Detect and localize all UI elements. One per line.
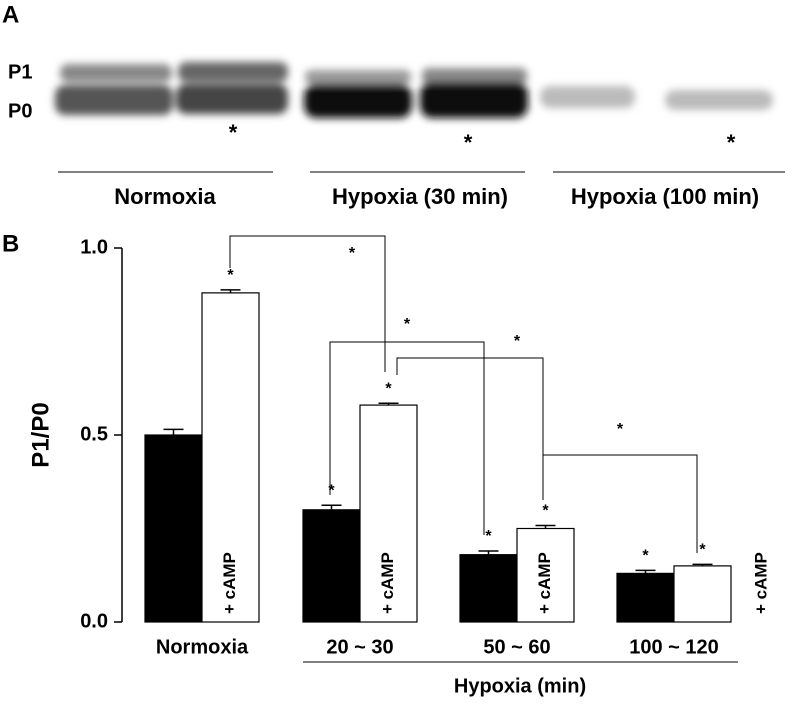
error-bar xyxy=(321,504,342,510)
error-bar xyxy=(635,569,656,574)
error-bar xyxy=(378,402,399,406)
bar xyxy=(359,404,418,623)
y-tick-label: 0.5 xyxy=(80,423,108,445)
significance-brackets xyxy=(229,235,698,553)
error-bar xyxy=(163,428,184,435)
group-label: Hypoxia (30 min) xyxy=(332,184,508,209)
y-tick-label: 0.0 xyxy=(80,610,108,632)
series-label: + cAMP xyxy=(751,552,770,614)
series-label: + cAMP xyxy=(378,552,397,614)
error-bar xyxy=(692,563,713,566)
y-axis-label: P1/P0 xyxy=(27,402,54,467)
significance-mark: * xyxy=(404,316,411,333)
bar xyxy=(459,554,518,623)
group-label: Hypoxia (100 min) xyxy=(571,184,759,209)
x-tick-label: 100 ~ 120 xyxy=(629,636,719,658)
error-bar xyxy=(220,289,241,293)
bar xyxy=(616,572,675,623)
series-label: + cAMP xyxy=(220,552,239,614)
significance-mark: * xyxy=(349,245,356,262)
error-bar xyxy=(535,524,556,529)
series-label: + cAMP xyxy=(535,552,554,614)
panel-label: B xyxy=(2,230,19,257)
bar xyxy=(673,565,732,623)
x-tick-label: Normoxia xyxy=(156,636,249,658)
significance-mark: * xyxy=(699,542,706,559)
bar xyxy=(144,434,203,623)
significance-mark: * xyxy=(514,333,521,350)
bar xyxy=(201,292,260,623)
x-axis-label: Hypoxia (min) xyxy=(454,675,586,697)
significance-mark: * xyxy=(727,130,736,155)
panel-label: A xyxy=(2,1,19,28)
significance-mark: * xyxy=(385,380,392,397)
significance-mark: * xyxy=(328,483,335,500)
significance-mark: * xyxy=(464,130,473,155)
blot-bands xyxy=(55,62,773,118)
x-tick-label: 50 ~ 60 xyxy=(483,636,550,658)
bar xyxy=(516,527,575,623)
significance-mark: * xyxy=(227,267,234,284)
bar xyxy=(302,509,361,623)
significance-mark: * xyxy=(642,548,649,565)
band-label: P1 xyxy=(8,61,32,83)
significance-mark: * xyxy=(485,528,492,545)
y-tick-label: 1.0 xyxy=(80,236,108,258)
error-bar xyxy=(478,550,499,555)
significance-mark: * xyxy=(542,503,549,520)
band-label: P0 xyxy=(8,100,32,122)
group-label: Normoxia xyxy=(114,184,216,209)
x-tick-label: 20 ~ 30 xyxy=(326,636,393,658)
significance-mark: * xyxy=(229,120,238,145)
significance-mark: * xyxy=(617,421,624,438)
